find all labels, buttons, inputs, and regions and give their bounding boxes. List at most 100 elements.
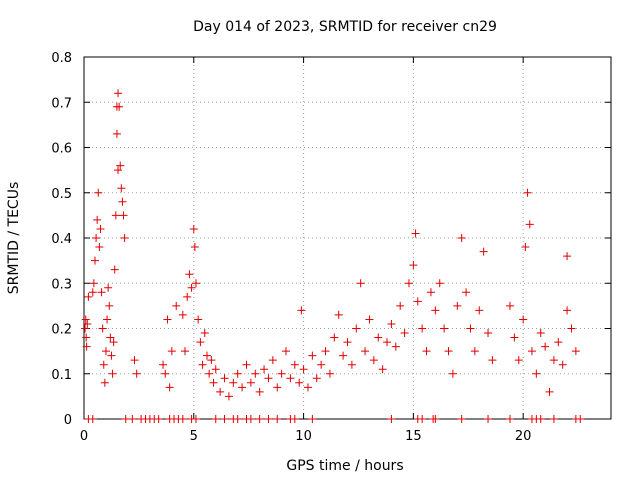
y-tick-label: 0.7 [51,96,72,111]
data-point [81,324,90,333]
data-point [105,301,114,310]
data-point [299,365,308,374]
data-point [295,378,304,387]
data-point [352,324,361,333]
y-tick-label: 0.1 [51,368,72,383]
data-point [303,383,312,392]
data-point [191,279,200,288]
data-point [514,356,523,365]
data-point [220,415,229,423]
data-point [117,184,126,193]
data-point [549,415,558,423]
data-point [426,288,435,297]
data-point [196,338,205,347]
data-point [536,415,545,423]
data-point [224,392,233,401]
y-axis-label: SRMTID / TECUs [6,182,22,295]
data-point [488,356,497,365]
data-point [88,288,97,297]
data-points [81,89,585,423]
x-tick-labels: 0 5 10 15 20 [80,429,532,444]
data-point [374,333,383,342]
data-point [97,288,106,297]
data-point [317,360,326,369]
data-point [290,415,299,423]
chart-title: Day 014 of 2023, SRMTID for receiver cn2… [193,19,497,35]
data-point [194,315,203,324]
x-tick-label: 5 [190,429,198,444]
data-point [260,365,269,374]
y-tick-label: 0.8 [51,51,72,66]
data-point [114,89,123,98]
y-tick-label: 0.3 [51,277,72,292]
data-point [325,369,334,378]
data-point [576,415,585,423]
data-point [90,256,99,265]
data-point [120,234,129,242]
x-tick-label: 0 [80,429,88,444]
data-point [549,356,558,365]
data-point [251,369,260,378]
data-point [178,415,187,423]
data-point [84,292,93,301]
y-tick-label: 0 [64,413,72,428]
data-point [255,387,264,396]
data-point [99,360,108,369]
data-point [435,279,444,288]
data-point [409,261,418,270]
axis-ticks [83,56,611,420]
data-point [536,329,545,338]
y-tick-label: 0.2 [51,323,72,338]
data-point [118,197,127,206]
data-point [185,270,194,279]
data-point [112,129,121,138]
data-point [282,347,291,356]
data-point [387,319,396,328]
data-point [286,374,295,383]
data-point [229,378,238,387]
data-point [418,415,427,423]
data-point [457,234,466,242]
data-point [521,243,530,252]
data-point [378,365,387,374]
data-point [128,415,137,423]
data-point [440,324,449,333]
data-point [116,161,125,170]
data-point [347,360,356,369]
data-point [198,360,207,369]
data-point [308,351,317,360]
data-point [110,265,119,274]
data-point [519,315,528,324]
data-point [411,229,420,238]
x-tick-label: 10 [295,429,312,444]
data-point [246,378,255,387]
data-point [161,369,170,378]
data-point [343,338,352,347]
data-point [484,415,493,423]
data-point [444,347,453,356]
data-point [466,324,475,333]
data-point [191,415,200,423]
data-point [130,356,139,365]
data-point [545,387,554,396]
data-point [108,369,117,378]
data-point [383,338,392,347]
data-point [89,279,98,288]
data-point [273,383,282,392]
data-point [567,324,576,333]
data-point [400,329,409,338]
data-point [525,220,534,229]
data-point [365,315,374,324]
data-point [106,333,115,342]
data-point [165,383,174,392]
data-point [558,360,567,369]
data-point [190,243,199,252]
data-point [202,351,211,360]
y-tick-labels: 0 0.1 0.2 0.3 0.4 0.5 0.6 0.7 0.8 [51,51,72,428]
data-point [571,347,580,356]
data-point [207,356,216,365]
data-point [290,360,299,369]
data-point [187,283,196,292]
gridlines [84,57,611,419]
